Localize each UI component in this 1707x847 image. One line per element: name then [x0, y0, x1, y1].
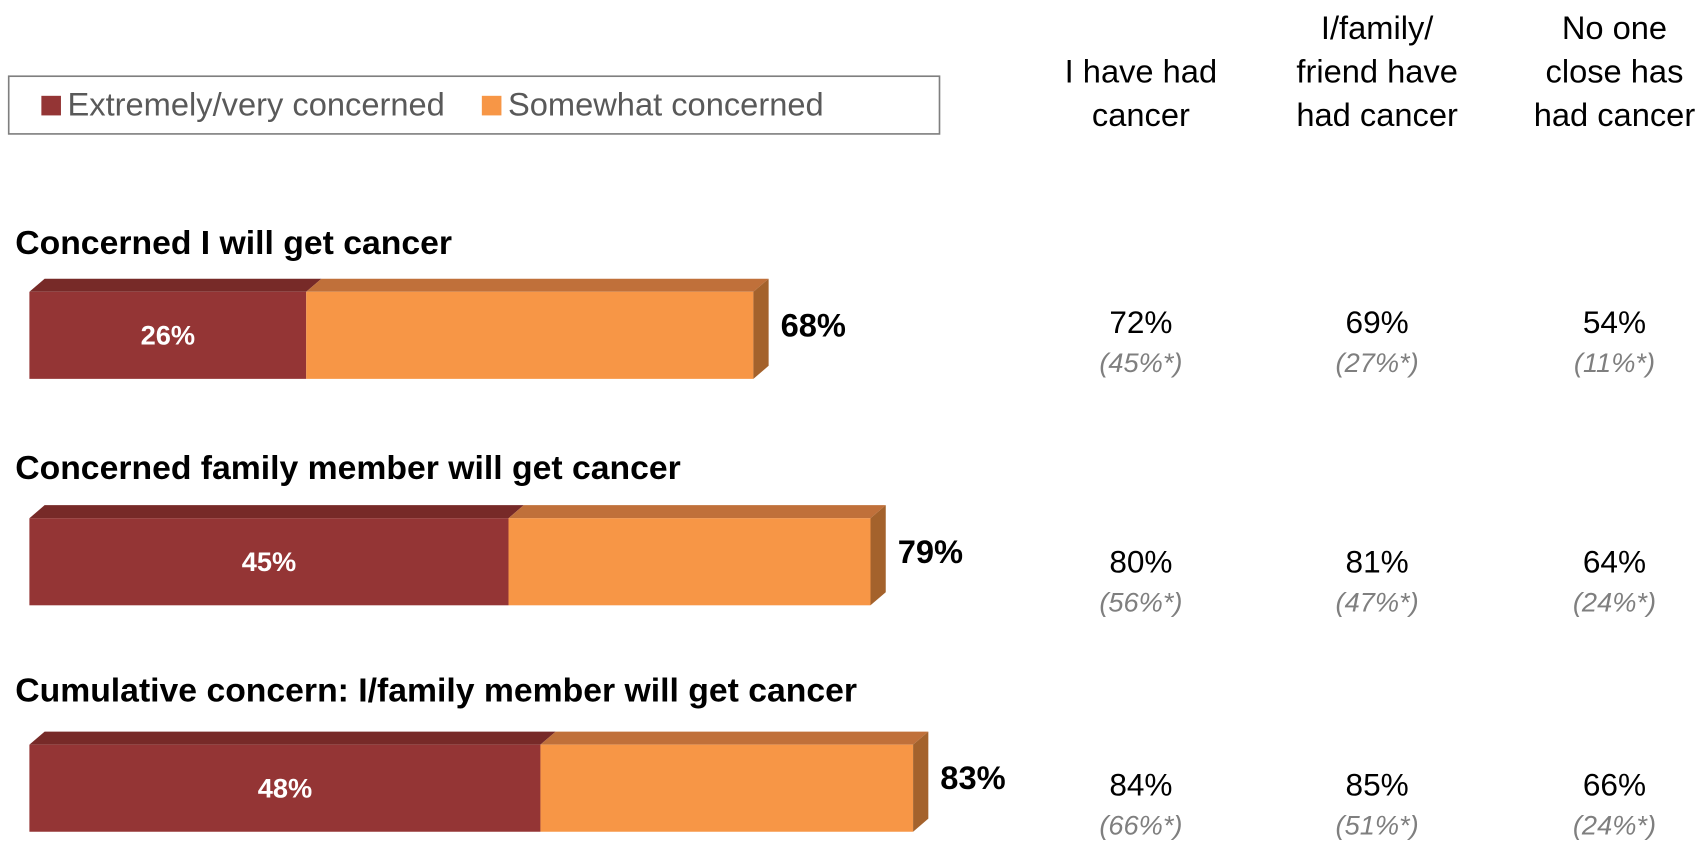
category-title: Concerned I will get cancer: [15, 224, 452, 262]
bar-front: [29, 291, 307, 379]
bar-top: [29, 731, 556, 745]
table-value: 72%: [1109, 304, 1172, 340]
column-header: friend have: [1296, 53, 1458, 90]
column-header: No one: [1562, 9, 1667, 46]
column-header: close has: [1546, 53, 1684, 90]
bar-top: [306, 278, 769, 292]
total-label: 83%: [940, 759, 1005, 796]
bar-segment: [540, 731, 929, 832]
legend-swatch: [41, 95, 61, 116]
segment-label: 26%: [141, 320, 195, 351]
segment-label: 45%: [242, 546, 296, 577]
segment-label: 48%: [258, 773, 312, 804]
table-subvalue: (51%*): [1336, 810, 1419, 841]
table-subvalue: (47%*): [1336, 586, 1419, 617]
bar-top: [29, 278, 322, 292]
legend-swatch: [481, 95, 502, 116]
total-label: 79%: [898, 533, 963, 570]
bar-segment: [306, 278, 769, 379]
bar-top: [508, 505, 886, 519]
total-label: 68%: [781, 306, 846, 343]
table-value: 81%: [1346, 543, 1409, 579]
table-value: 69%: [1346, 304, 1409, 340]
column-header: had cancer: [1534, 96, 1696, 133]
bar-front: [29, 744, 541, 832]
category-title: Cumulative concern: I/family member will…: [15, 671, 857, 709]
legend-label: Extremely/very concerned: [67, 85, 444, 122]
bar-segment: [29, 505, 524, 606]
table-value: 54%: [1583, 304, 1646, 340]
table-value: 84%: [1109, 766, 1172, 802]
table-subvalue: (27%*): [1336, 347, 1419, 378]
column-header: I/family/: [1321, 9, 1434, 46]
table-subvalue: (24%*): [1573, 586, 1656, 617]
legend-box: [7, 75, 941, 135]
bar-segment: [29, 731, 556, 832]
column-header: cancer: [1092, 96, 1190, 133]
table-value: 80%: [1109, 543, 1172, 579]
bar-front: [508, 518, 871, 606]
table-subvalue: (45%*): [1099, 347, 1182, 378]
category-title: Concerned family member will get cancer: [15, 449, 681, 487]
table-value: 64%: [1583, 543, 1646, 579]
bar-segment: [508, 505, 886, 606]
bar-top: [540, 731, 929, 745]
table-subvalue: (66%*): [1099, 810, 1182, 841]
table-value: 66%: [1583, 766, 1646, 802]
bar-side: [913, 731, 929, 832]
bar-side: [753, 278, 769, 379]
bar-front: [306, 291, 754, 379]
table-subvalue: (11%*): [1574, 347, 1655, 378]
bar-top: [29, 505, 524, 519]
table-value: 85%: [1346, 766, 1409, 802]
bar-segment: [29, 278, 322, 379]
column-header: I have had: [1065, 53, 1217, 90]
bar-side: [870, 505, 886, 606]
bar-front: [540, 744, 914, 832]
legend-label: Somewhat concerned: [508, 85, 824, 122]
column-header: had cancer: [1296, 96, 1458, 133]
table-subvalue: (56%*): [1099, 586, 1182, 617]
bar-front: [29, 518, 509, 606]
table-subvalue: (24%*): [1573, 810, 1656, 841]
